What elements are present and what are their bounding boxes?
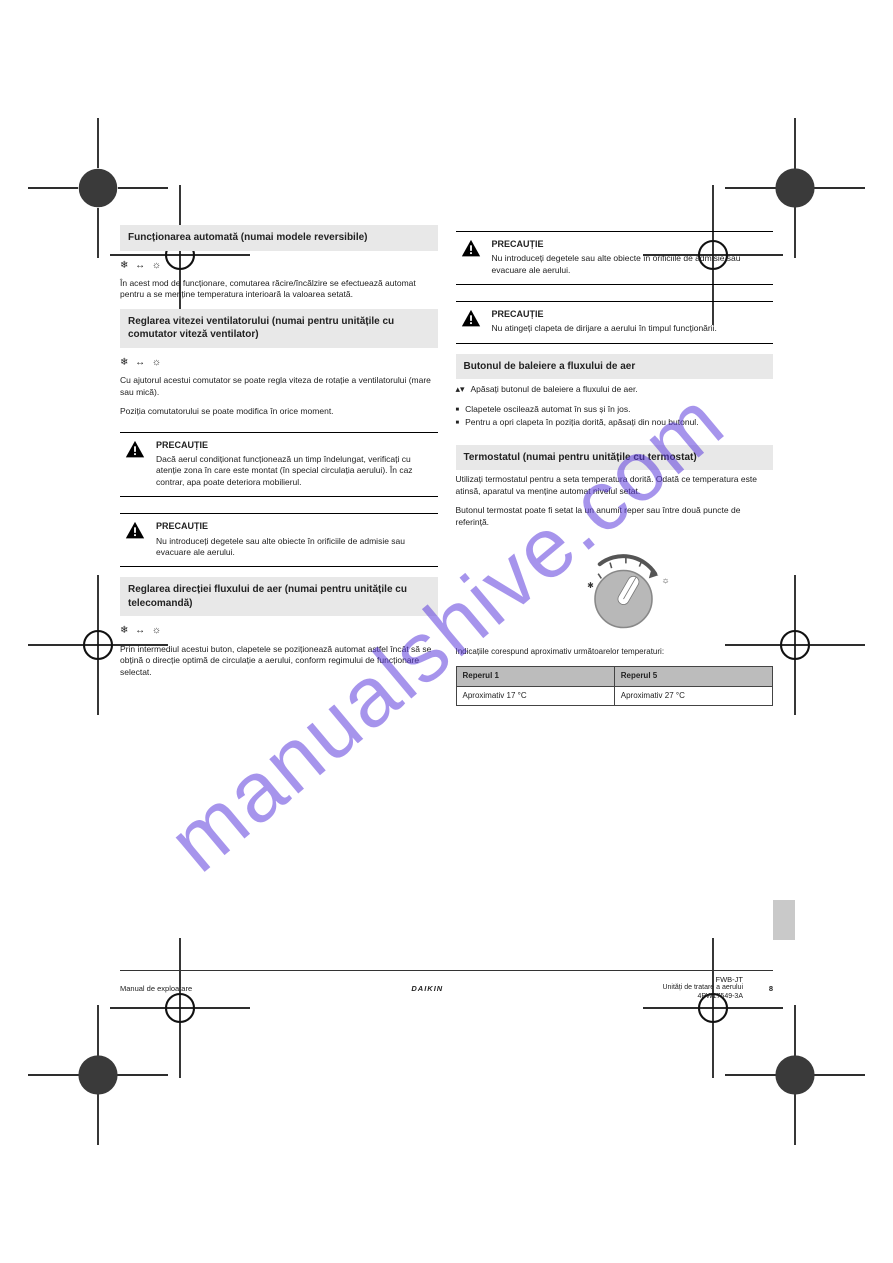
registration-mark-icon	[725, 1005, 865, 1145]
footer-doc-code: 4PW17549-3A	[662, 993, 743, 1001]
thermostat-knob-illustration: ✱ ☼	[576, 542, 671, 637]
registration-mark-icon	[28, 1005, 168, 1145]
bullet-dot-icon	[456, 417, 460, 428]
caution-box: PRECAUȚIE Nu atingeți clapeta de dirijar…	[456, 301, 774, 344]
footer-model-code: FWB-JT	[662, 975, 743, 984]
caution-box: PRECAUȚIE Dacă aerul condiționat funcțio…	[120, 432, 438, 498]
bullet-item: Clapetele oscilează automat în sus și în…	[456, 404, 774, 415]
svg-text:✱: ✱	[587, 581, 594, 590]
body-text: ▴▾ Apăsați butonul de baleiere a fluxulu…	[456, 383, 774, 395]
body-text: Utilizați termostatul pentru a seta temp…	[456, 474, 774, 497]
page-body: Funcționarea automată (numai modele reve…	[120, 225, 773, 983]
table-caption: Indicațiile corespund aproximativ următo…	[456, 647, 774, 658]
section-header-thermostat: Termostatul (numai pentru unitățile cu t…	[456, 445, 774, 471]
section-header-fan-speed: Reglarea vitezei ventilatorului (numai p…	[120, 309, 438, 348]
body-text: În acest mod de funcționare, comutarea r…	[120, 278, 438, 301]
caution-body: Nu introduceți degetele sau alte obiecte…	[156, 536, 434, 559]
caution-body: Nu atingeți clapeta de dirijare a aerulu…	[492, 323, 770, 334]
thermostat-reference-table: Reperul 1 Reperul 5 Aproximativ 17 °C Ap…	[456, 666, 774, 707]
body-text: Cu ajutorul acestui comutator se poate r…	[120, 375, 438, 398]
caution-box: PRECAUȚIE Nu introduceți degetele sau al…	[456, 231, 774, 285]
table-header: Reperul 5	[614, 666, 772, 686]
brand-logo: DAIKIN	[411, 984, 443, 993]
warning-triangle-icon	[124, 439, 146, 489]
left-column: Funcționarea automată (numai modele reve…	[120, 225, 438, 983]
footer-model-block: FWB-JT Unități de tratare a aerului 4PW1…	[662, 975, 743, 1001]
mode-glyphs-icon: ❄ ↔ ☼	[120, 356, 438, 370]
right-column: PRECAUȚIE Nu introduceți degetele sau al…	[456, 225, 774, 983]
table-row: Reperul 1 Reperul 5	[456, 666, 773, 686]
bullet-text: Clapetele oscilează automat în sus și în…	[465, 404, 630, 415]
footer-model-desc: Unități de tratare a aerului	[662, 984, 743, 992]
caution-title: PRECAUȚIE	[156, 439, 434, 451]
knob-caption: Butonul termostat poate fi setat la un a…	[456, 505, 774, 528]
page-number: 8	[759, 984, 773, 993]
section-title: Reglarea direcției fluxului de aer (numa…	[128, 583, 430, 610]
bullet-item: Pentru a opri clapeta în poziția dorită,…	[456, 417, 774, 428]
warning-triangle-icon	[124, 520, 146, 558]
warning-triangle-icon	[460, 238, 482, 276]
section-title: Butonul de baleiere a fluxului de aer	[464, 360, 766, 374]
caution-body: Dacă aerul condiționat funcționează un t…	[156, 454, 434, 488]
bullet-text: Pentru a opri clapeta în poziția dorită,…	[465, 417, 698, 428]
caution-box: PRECAUȚIE Nu introduceți degetele sau al…	[120, 513, 438, 567]
section-title: Termostatul (numai pentru unitățile cu t…	[464, 451, 766, 465]
caution-body: Nu introduceți degetele sau alte obiecte…	[492, 253, 770, 276]
table-cell: Aproximativ 17 °C	[456, 686, 614, 706]
bullet-dot-icon	[456, 404, 460, 415]
page-edge-tab	[773, 900, 795, 940]
caution-title: PRECAUȚIE	[492, 308, 770, 320]
section-header-airflow-direction: Reglarea direcției fluxului de aer (numa…	[120, 577, 438, 616]
caution-title: PRECAUȚIE	[156, 520, 434, 532]
table-header: Reperul 1	[456, 666, 614, 686]
body-text: Poziția comutatorului se poate modifica …	[120, 406, 438, 417]
warning-triangle-icon	[460, 308, 482, 335]
caution-title: PRECAUȚIE	[492, 238, 770, 250]
page-footer: Manual de exploatare DAIKIN FWB-JT Unită…	[120, 970, 773, 1001]
section-header-auto-operation: Funcționarea automată (numai modele reve…	[120, 225, 438, 251]
mode-glyphs-icon: ❄ ↔ ☼	[120, 259, 438, 273]
section-title: Reglarea vitezei ventilatorului (numai p…	[128, 315, 430, 342]
body-text: Prin intermediul acestui buton, clapetel…	[120, 644, 438, 678]
table-row: Aproximativ 17 °C Aproximativ 27 °C	[456, 686, 773, 706]
svg-text:☼: ☼	[661, 575, 669, 585]
updown-arrow-icon: ▴▾	[456, 384, 465, 394]
section-header-swing-button: Butonul de baleiere a fluxului de aer	[456, 354, 774, 380]
section-title: Funcționarea automată (numai modele reve…	[128, 231, 430, 245]
lead-text: Apăsați butonul de baleiere a fluxului d…	[470, 384, 637, 394]
footer-left-text: Manual de exploatare	[120, 984, 192, 993]
mode-glyphs-icon: ❄ ↔ ☼	[120, 624, 438, 638]
table-cell: Aproximativ 27 °C	[614, 686, 772, 706]
